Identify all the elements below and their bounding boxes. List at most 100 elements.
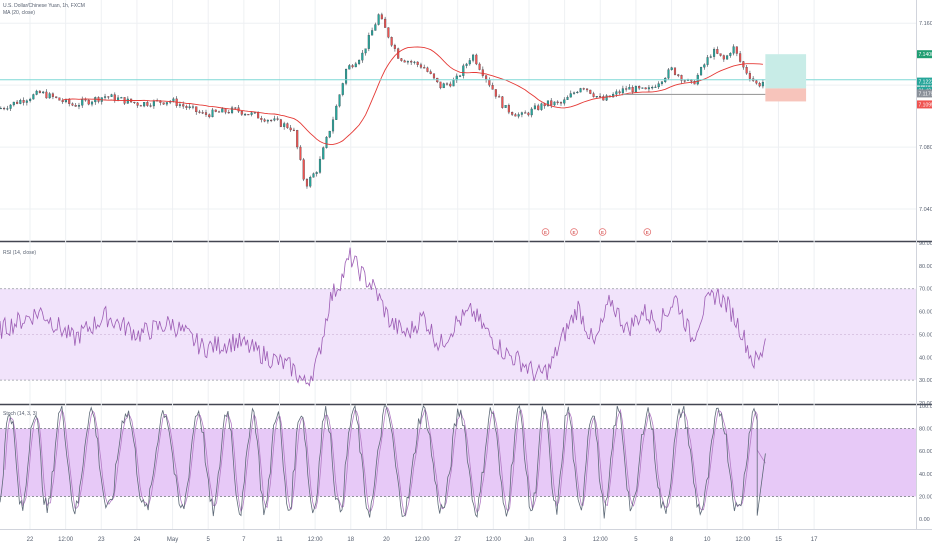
candle-body [46,92,48,98]
candle-body [59,98,61,101]
x-tick-label: 12:00 [415,537,431,543]
candle-body [270,120,272,121]
x-tick-label: 12:00 [593,537,609,543]
y-tick-label: 60.00 [919,449,932,455]
y-tick-label: 7.0400 [919,207,932,213]
candle-body [303,160,305,180]
y-tick-label: 7.0800 [919,145,932,151]
candle-body [599,96,601,97]
candle-body [518,115,520,117]
legend-main: U.S. Dollar/Chinese Yuan, 1h, FXCM MA (2… [3,3,85,17]
price-label-entry: 7.1179 [919,91,932,97]
candle-body [326,137,328,148]
candle-body [430,72,432,74]
legend-symbol: U.S. Dollar/Chinese Yuan, 1h, FXCM [3,3,85,10]
candle-body [713,49,715,56]
candle-body [524,113,526,114]
candle-body [254,112,256,113]
price-label-target: 7.1400 [919,52,932,58]
x-tick-label: 17 [811,537,818,543]
x-tick-label: 5 [207,537,211,543]
candle-body [287,124,289,128]
candle-body [684,81,686,82]
candle-body [75,105,77,106]
candle-body [316,172,318,173]
candle-body [528,113,530,115]
candle-body [531,109,533,115]
candle-body [440,82,442,88]
candle-body [645,88,647,89]
candle-body [6,109,8,110]
candle-body [153,101,155,106]
x-tick-label: 24 [134,537,141,543]
candle-body [593,94,595,97]
candle-body [247,114,249,115]
candle-body [94,97,96,102]
candle-body [179,104,181,105]
x-tick-label: 12:00 [735,537,751,543]
candle-body [342,83,344,94]
candle-body [355,64,357,67]
candle-body [449,84,451,86]
candle-body [137,103,139,106]
candle-body [166,102,168,104]
candle-body [622,89,624,93]
candle-body [300,147,302,160]
x-tick-label: 27 [454,537,461,543]
candle-body [146,102,148,105]
candle-body [296,130,298,147]
candle-body [720,54,722,56]
candle-body [0,108,2,109]
legend-rsi: RSI (14, close) [3,250,36,257]
candle-body [348,65,350,69]
candle-body [231,108,233,113]
candle-body [606,96,608,100]
candle-body [716,49,718,53]
candle-body [749,73,751,78]
candle-body [309,177,311,186]
candle-body [401,58,403,60]
candle-body [280,120,282,127]
y-tick-label: 60.00 [919,310,932,316]
candle-body [290,128,292,130]
candle-body [668,70,670,78]
x-tick-label: 22 [27,537,34,543]
candle-body [661,82,663,84]
candle-body [534,106,536,109]
candle-body [182,104,184,106]
y-tick-label: 30.00 [919,378,932,384]
candle-body [554,102,556,105]
candle-body [345,69,347,83]
candle-body [3,108,5,109]
candle-body [459,76,461,77]
candle-body [733,47,735,53]
candle-body [329,131,331,137]
event-marker-label: E [601,230,604,235]
candle-body [635,86,637,92]
candle-body [244,114,246,115]
candle-body [13,102,15,105]
candle-body [550,101,552,105]
candle-body [674,68,676,75]
candle-body [10,105,12,109]
candle-body [352,65,354,67]
y-tick-label: 80.00 [919,264,932,270]
candle-body [332,120,334,131]
candle-body [414,62,416,63]
x-tick-label: 12:00 [486,537,502,543]
candle-body [495,89,497,96]
candle-body [387,28,389,38]
candle-body [107,97,109,98]
candle-body [501,97,503,108]
x-tick-label: 5 [634,537,638,543]
candle-body [241,111,243,114]
candle-body [756,81,758,84]
candle-body [143,102,145,106]
x-tick-label: 8 [670,537,674,543]
candle-body [619,92,621,93]
candle-body [234,108,236,109]
candle-body [19,100,21,104]
candle-body [485,76,487,80]
candle-body [49,94,51,98]
